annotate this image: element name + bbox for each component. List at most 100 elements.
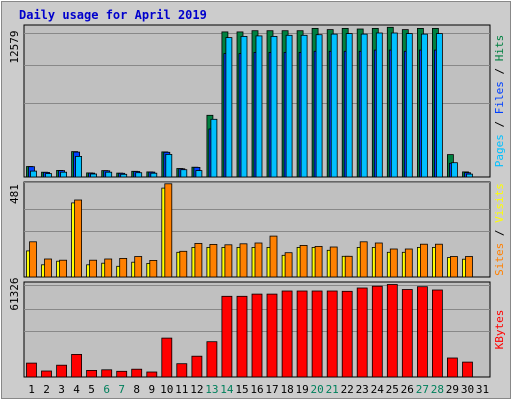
legend-part: / [493,223,506,243]
x-tick-label: 24 [371,383,385,396]
bar-pages-day-13 [210,118,218,178]
bar-sites-day-30 [465,256,473,278]
bar-sites-day-20 [314,245,323,278]
bar-kbytes-day-10 [161,337,173,378]
bar-sites-day-16 [254,242,263,278]
bar-kbytes-day-23 [356,287,368,378]
bar-sites-day-25 [389,248,398,278]
bar-pages-day-27 [420,33,428,178]
bar-kbytes-day-15 [236,295,248,378]
y-max-label: 481 [8,184,21,204]
x-tick-label: 30 [461,383,474,396]
bar-pages-day-18 [285,34,293,178]
bar-pages-day-21 [330,33,338,178]
series-legend-visitors: Sites / Visits [493,183,506,276]
x-tick-label: 29 [446,383,459,396]
x-tick-label: 22 [341,383,354,396]
bar-pages-day-4 [75,155,82,178]
series-legend-kbytes: KBytes [493,310,506,350]
bar-kbytes-day-26 [401,289,413,378]
bar-pages-day-28 [435,33,443,178]
bar-sites-day-5 [89,259,97,278]
bar-sites-day-28 [434,243,443,278]
bar-kbytes-day-18 [281,290,293,378]
bar-kbytes-day-20 [311,290,323,378]
x-tick-label: 17 [265,383,278,396]
bar-pages-day-1 [30,170,37,178]
bar-kbytes-day-8 [131,368,143,378]
x-tick-label: 31 [476,383,489,396]
x-tick-label: 5 [88,383,95,396]
y-max-label: 12579 [8,30,21,63]
bar-sites-day-4 [74,199,82,278]
x-tick-label: 11 [175,383,188,396]
bar-pages-day-11 [180,169,188,178]
bar-kbytes-day-4 [71,353,82,378]
x-tick-label: 19 [295,383,308,396]
bar-kbytes-day-19 [296,290,308,378]
bar-sites-day-8 [134,256,143,278]
bar-pages-day-25 [390,32,398,178]
bar-sites-day-19 [299,244,308,278]
bar-pages-day-14 [225,37,233,178]
bar-pages-day-8 [135,172,143,178]
bar-sites-day-23 [359,241,368,278]
bar-pages-day-26 [405,33,413,178]
x-tick-label: 16 [250,383,263,396]
x-tick-label: 7 [118,383,125,396]
legend-part: Pages [493,134,506,167]
bar-sites-day-9 [149,259,158,278]
bar-pages-day-6 [105,171,113,178]
bar-sites-day-15 [239,243,248,278]
bar-kbytes-day-22 [341,290,353,378]
bar-kbytes-day-16 [251,293,263,378]
x-tick-label: 26 [401,383,414,396]
legend-part: Hits [493,35,506,62]
bar-pages-day-20 [315,34,323,178]
bar-sites-day-22 [344,255,353,278]
bar-sites-day-26 [404,248,413,278]
x-tick-label: 28 [431,383,444,396]
bar-kbytes-day-17 [266,293,278,378]
y-max-label: 61326 [8,277,21,310]
bar-sites-day-10 [164,183,173,278]
x-tick-label: 8 [133,383,140,396]
bar-pages-day-5 [90,173,97,178]
bar-sites-day-3 [59,259,67,278]
bar-kbytes-day-5 [86,369,97,378]
bar-sites-day-1 [29,241,37,278]
x-tick-label: 4 [73,383,80,396]
bar-sites-day-13 [209,243,218,278]
bar-kbytes-day-13 [206,341,218,378]
bar-kbytes-day-2 [41,370,52,378]
bar-kbytes-day-3 [56,364,67,378]
x-tick-label: 14 [220,383,234,396]
bar-kbytes-day-11 [176,363,188,378]
bar-pages-day-19 [300,34,308,178]
chart-title: Daily usage for April 2019 [19,8,207,22]
x-tick-label: 21 [326,383,339,396]
bar-sites-day-7 [119,257,128,278]
panel-visitors: 481 Sites / Visits [8,181,506,278]
x-tick-label: 23 [356,383,369,396]
bar-kbytes-day-12 [191,355,203,378]
x-tick-label: 27 [416,383,429,396]
bar-sites-day-18 [284,252,293,278]
bar-kbytes-day-1 [26,362,37,378]
bar-sites-day-2 [44,258,52,278]
x-tick-label: 20 [310,383,323,396]
x-tick-label: 18 [280,383,293,396]
bar-pages-day-7 [120,173,128,178]
bar-kbytes-day-25 [386,284,398,378]
series-legend-requests: Pages / Files / Hits [493,35,506,168]
bar-pages-day-16 [255,35,263,178]
bar-sites-day-27 [419,243,428,278]
bar-sites-day-21 [329,246,338,278]
bar-sites-day-17 [269,235,278,278]
x-tick-label: 10 [160,383,173,396]
bar-pages-day-23 [360,33,368,178]
bar-pages-day-30 [466,173,473,178]
bar-kbytes-day-30 [462,361,473,378]
bar-pages-day-12 [195,170,203,178]
